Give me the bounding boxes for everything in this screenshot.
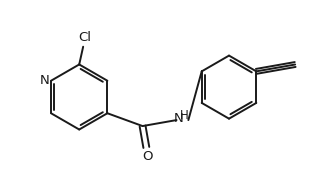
Text: O: O — [142, 150, 153, 163]
Text: H: H — [180, 109, 189, 122]
Text: N: N — [39, 74, 49, 87]
Text: N: N — [174, 112, 183, 125]
Text: Cl: Cl — [79, 31, 92, 44]
